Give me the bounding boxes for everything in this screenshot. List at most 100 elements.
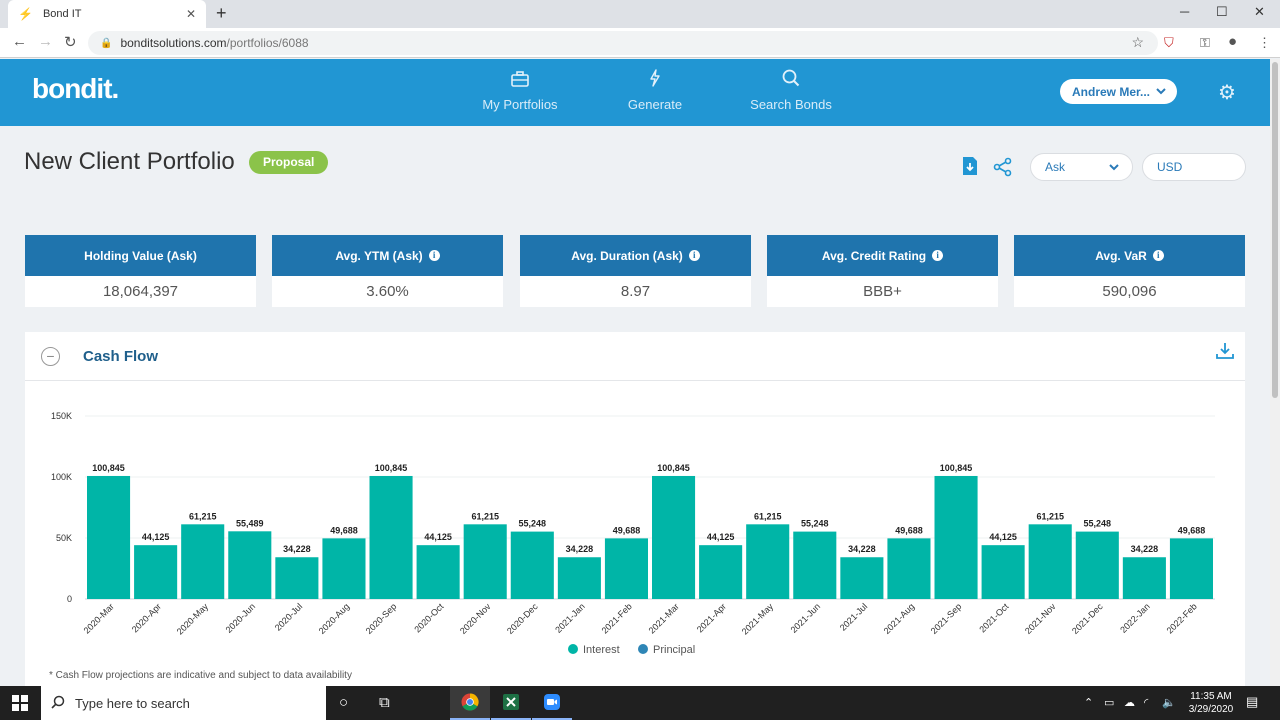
collapse-icon[interactable]: − (41, 347, 60, 366)
share-icon[interactable] (993, 157, 1013, 182)
taskbar-search-field[interactable]: Type here to search (41, 686, 326, 720)
x-tick-label: 2020-Aug (317, 601, 352, 636)
settings-gear-icon[interactable]: ⚙ (1218, 82, 1236, 104)
x-tick-label: 2021-Sep (929, 601, 964, 636)
bar-interest (322, 538, 366, 599)
bar-interest (275, 557, 319, 599)
windows-start-icon[interactable] (12, 695, 28, 715)
bondit-logo[interactable]: bondit. (32, 73, 119, 104)
x-tick-label: 2022-Feb (1165, 601, 1199, 635)
nav-label: Generate (627, 97, 683, 112)
url-field[interactable]: 🔒 bonditsolutions.com/portfolios/6088 ☆ (88, 31, 1158, 55)
battery-icon[interactable]: ▭ (1104, 697, 1115, 709)
bondit-favicon-icon: ⚡ (18, 7, 33, 21)
kpi-avg-ytm: Avg. YTM (Ask) i 3.60% (272, 235, 503, 307)
download-icon[interactable] (1215, 342, 1235, 365)
x-tick-label: 2021-Apr (695, 601, 728, 634)
status-badge: Proposal (249, 151, 329, 174)
tray-chevron-up-icon[interactable]: ⌃ (1084, 697, 1094, 709)
x-tick-label: 2022-Jan (1118, 601, 1152, 635)
bar-interest (934, 475, 978, 599)
x-tick-label: 2021-Jul (838, 601, 869, 632)
info-icon[interactable]: i (1152, 250, 1164, 261)
search-icon (51, 695, 65, 712)
close-tab-icon[interactable]: ✕ (185, 7, 196, 21)
data-label: 44,125 (989, 532, 1017, 542)
back-button[interactable]: ← (12, 33, 27, 50)
forward-button[interactable]: → (38, 33, 53, 50)
download-document-icon[interactable] (962, 156, 978, 181)
bar-interest (1169, 538, 1213, 599)
x-tick-label: 2021-Nov (1023, 601, 1058, 636)
browser-menu-icon[interactable]: ⋮ (1258, 35, 1271, 50)
extension-shield-icon[interactable]: ⛉ (1164, 35, 1174, 50)
x-tick-label: 2021-Feb (600, 601, 634, 635)
bar-interest (840, 557, 884, 599)
nav-search-bonds[interactable]: Search Bonds (736, 69, 846, 112)
wifi-icon[interactable]: ◜ (1144, 697, 1149, 709)
chrome-taskbar-icon[interactable] (450, 686, 490, 720)
bar-interest (1075, 531, 1119, 599)
app-header: bondit. My Portfolios Generate Search Bo… (0, 59, 1270, 126)
chevron-down-icon (1108, 154, 1120, 190)
scrollbar-thumb[interactable] (1272, 62, 1278, 398)
data-label: 100,845 (657, 463, 690, 473)
currency-select[interactable]: USD (1142, 153, 1246, 181)
x-tick-label: 2021-Aug (882, 601, 917, 636)
key-icon[interactable]: ⚿ (1200, 35, 1210, 50)
task-view-icon[interactable]: ⧉ (379, 694, 390, 711)
bar-interest (793, 531, 837, 599)
page-title: New Client Portfolio (24, 148, 235, 175)
x-tick-label: 2021-Jun (789, 601, 823, 635)
maximize-button[interactable]: ☐ (1216, 4, 1228, 19)
x-tick-label: 2021-Dec (1070, 601, 1105, 636)
nav-my-portfolios[interactable]: My Portfolios (465, 69, 575, 112)
bar-interest (510, 531, 554, 599)
x-tick-label: 2020-Sep (364, 601, 399, 636)
kpi-avg-var: Avg. VaR i 590,096 (1014, 235, 1245, 307)
onedrive-cloud-icon[interactable]: ☁ (1124, 697, 1135, 709)
bar-interest (1028, 524, 1072, 599)
taskbar-clock[interactable]: 11:35 AM 3/29/2020 (1180, 690, 1242, 716)
new-tab-button[interactable]: + (216, 3, 227, 23)
y-tick-label: 100K (51, 472, 72, 482)
kpi-label: Avg. Credit Rating (821, 248, 927, 263)
kpi-label: Avg. Duration (Ask) (571, 248, 683, 263)
browser-tab[interactable]: ⚡ Bond IT ✕ (8, 0, 206, 28)
price-type-select[interactable]: Ask (1030, 153, 1133, 181)
clock-date: 3/29/2020 (1188, 704, 1234, 715)
info-icon[interactable]: i (688, 250, 700, 261)
info-icon[interactable]: i (932, 250, 944, 261)
data-label: 55,248 (1084, 519, 1112, 529)
x-tick-label: 2021-May (740, 601, 776, 637)
cash-flow-panel: − Cash Flow 0 50K 100K 150K 100,845 2020-Mar 4… (25, 332, 1245, 692)
kpi-avg-credit-rating: Avg. Credit Rating i BBB+ (767, 235, 998, 307)
notifications-icon[interactable]: ▤ (1246, 694, 1259, 709)
kpi-label: Holding Value (Ask) (84, 248, 197, 263)
cortana-icon[interactable]: ○ (339, 694, 349, 711)
data-label: 55,489 (236, 518, 264, 528)
kpi-label: Avg. VaR (1095, 248, 1147, 263)
kpi-label: Avg. YTM (Ask) (335, 248, 423, 263)
minimize-button[interactable]: ─ (1180, 4, 1190, 19)
reload-button[interactable]: ↻ (64, 34, 77, 51)
excel-taskbar-icon[interactable] (491, 686, 531, 720)
nav-generate[interactable]: Generate (600, 69, 710, 112)
data-label: 34,228 (566, 544, 594, 554)
user-menu-button[interactable]: Andrew Mer... (1060, 79, 1177, 104)
bookmark-star-icon[interactable]: ☆ (1131, 34, 1144, 50)
bar-interest (1122, 557, 1166, 599)
kpi-header: Avg. Credit Rating i (767, 235, 998, 276)
data-label: 34,228 (283, 544, 311, 554)
bar-interest (87, 475, 131, 599)
data-label: 100,845 (940, 463, 973, 473)
profile-icon[interactable]: ● (1228, 33, 1238, 50)
x-tick-label: 2020-May (175, 601, 211, 637)
zoom-taskbar-icon[interactable] (532, 686, 572, 720)
currency-value: USD (1157, 160, 1183, 174)
kpi-header: Avg. YTM (Ask) i (272, 235, 503, 276)
info-icon[interactable]: i (428, 250, 440, 261)
data-label: 49,688 (330, 525, 358, 535)
volume-icon[interactable]: 🔈 (1162, 697, 1176, 709)
close-window-button[interactable]: ✕ (1254, 4, 1265, 19)
